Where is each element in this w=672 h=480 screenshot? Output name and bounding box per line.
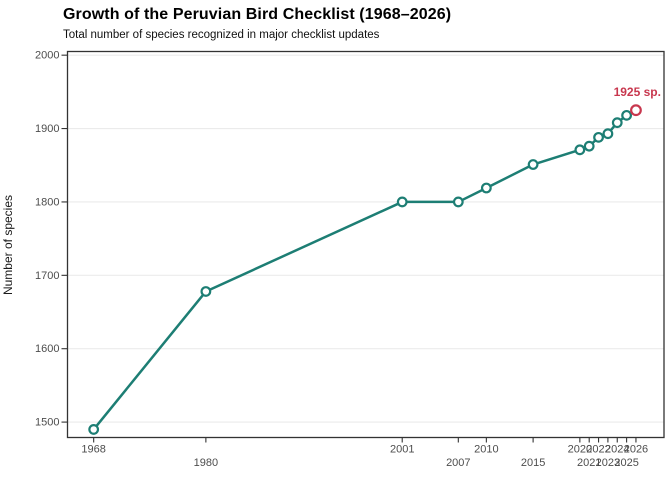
data-point-2025 — [621, 109, 633, 121]
data-point-2020 — [574, 144, 586, 156]
x-tick-label-2024: 2024 — [605, 444, 629, 456]
data-point-2021 — [583, 140, 595, 152]
data-point-2024 — [611, 117, 623, 129]
data-point-1968 — [88, 424, 100, 435]
chart-title: Growth of the Peruvian Bird Checklist (1… — [63, 6, 452, 23]
x-tick-label-2020: 2020 — [568, 444, 592, 456]
data-point-2001 — [396, 196, 408, 208]
x-tick-label-2021: 2021 — [577, 457, 601, 469]
data-point-2007 — [452, 196, 464, 208]
y-tick-label-1600: 1600 — [35, 343, 59, 355]
x-tick-label-2007: 2007 — [446, 457, 470, 469]
x-tick-label-1980: 1980 — [194, 457, 218, 469]
x-tick-label-2001: 2001 — [390, 444, 414, 456]
x-tick-label-2022: 2022 — [586, 444, 610, 456]
y-tick-label-1700: 1700 — [35, 270, 59, 282]
annotation-label: 1925 sp. — [614, 85, 661, 99]
data-point-2023 — [602, 128, 614, 140]
data-point-2022 — [593, 131, 604, 143]
x-tick-label-2015: 2015 — [521, 457, 545, 469]
panel-border — [66, 50, 665, 439]
y-tick-label-1800: 1800 — [35, 196, 59, 208]
y-tick-label-2000: 2000 — [35, 50, 59, 62]
x-tick-label-2010: 2010 — [474, 444, 498, 456]
data-point-2026 — [630, 104, 642, 117]
data-point-1980 — [200, 286, 212, 297]
x-tick-label-1968: 1968 — [81, 444, 105, 456]
x-tick-label-2025: 2025 — [614, 457, 638, 469]
data-line — [92, 108, 638, 431]
data-point-2010 — [480, 182, 492, 194]
x-tick-label-2023: 2023 — [596, 457, 620, 469]
data-point-2015 — [527, 159, 539, 170]
x-tick-label-2026: 2026 — [624, 444, 648, 456]
y-tick-label-1900: 1900 — [35, 123, 59, 135]
chart-subtitle: Total number of species recognized in ma… — [63, 29, 380, 41]
y-tick-label-1500: 1500 — [35, 417, 59, 429]
